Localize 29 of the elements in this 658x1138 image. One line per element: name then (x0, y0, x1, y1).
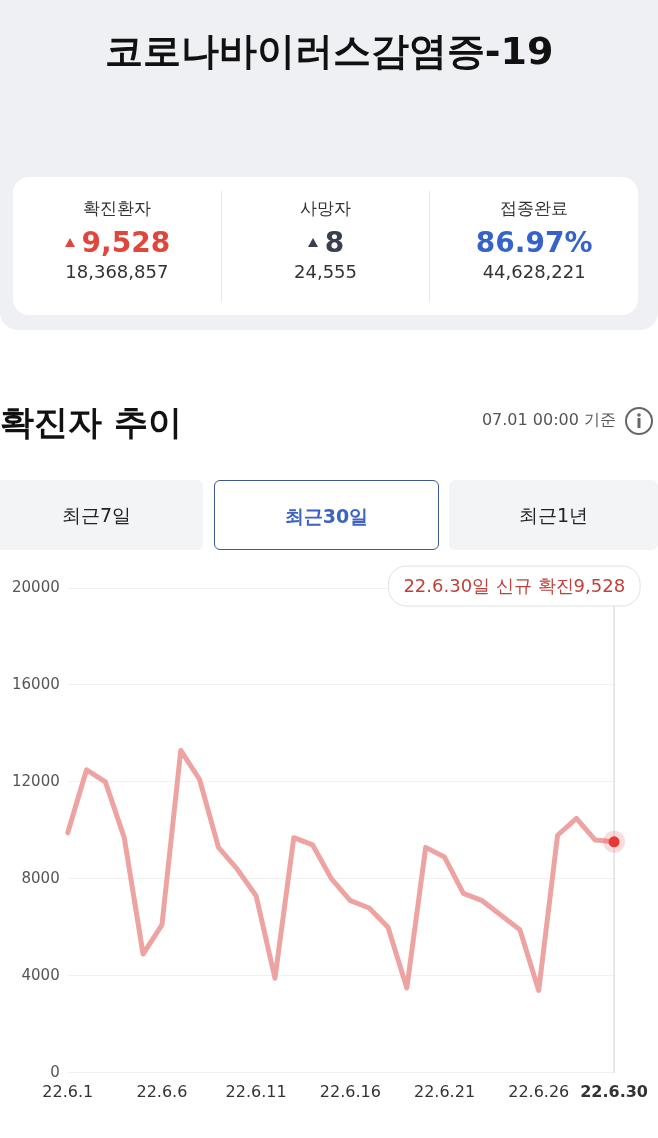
y-tick-label: 0 (50, 1062, 60, 1081)
y-tick-label: 16000 (12, 674, 60, 693)
text: 24,555 (293, 261, 358, 282)
text: 접종완료 (499, 197, 570, 220)
annotation: 22.6.30일 신규 확진9,528 (403, 574, 626, 596)
x-tick-label: 22.6.11 (225, 1081, 287, 1101)
text: 44,628,221 (481, 261, 587, 282)
text: 18,368,857 (64, 261, 170, 282)
y-tick-label: 8000 (21, 868, 60, 887)
text: 확진환자 (81, 197, 152, 220)
text: 최근30일 (214, 480, 439, 550)
text: 최근7일 (0, 480, 203, 550)
x-tick-label: 22.6.30 (580, 1081, 648, 1101)
x-tick-label: 22.6.21 (413, 1081, 476, 1101)
chart-title: 확진자 추이 (0, 401, 182, 444)
x-tick-label: 22.6.26 (508, 1081, 570, 1101)
text: 코로나바이러스감염증-19 (103, 28, 555, 75)
y-tick-label: 20000 (12, 577, 60, 596)
text: 최근1년 (449, 480, 658, 550)
x-tick-label: 22.6.1 (42, 1081, 94, 1101)
x-tick-label: 22.6.6 (136, 1081, 188, 1101)
y-tick-label: 12000 (12, 771, 60, 790)
text: 9,528 (81, 226, 171, 259)
text: 86.97% (475, 226, 593, 259)
text: 07.01 00:00 기준 (481, 410, 616, 431)
text: 사망자 (299, 197, 352, 220)
x-tick-label: 22.6.16 (319, 1081, 381, 1101)
text: 8 (324, 226, 345, 259)
y-tick-label: 4000 (21, 965, 60, 984)
